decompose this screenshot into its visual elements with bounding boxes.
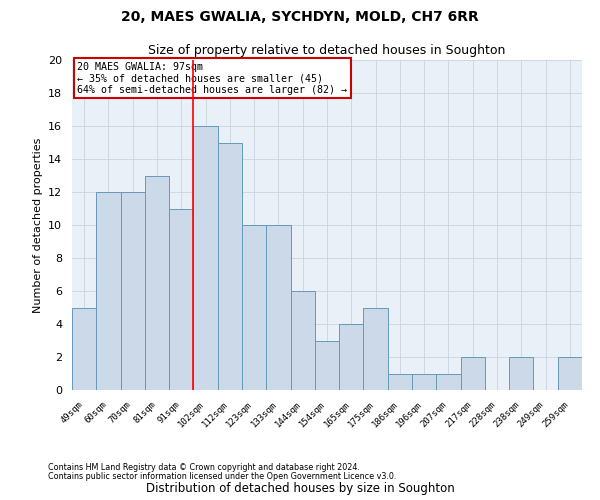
Bar xyxy=(461,357,485,390)
Text: Contains HM Land Registry data © Crown copyright and database right 2024.: Contains HM Land Registry data © Crown c… xyxy=(48,464,360,472)
Text: 20, MAES GWALIA, SYCHDYN, MOLD, CH7 6RR: 20, MAES GWALIA, SYCHDYN, MOLD, CH7 6RR xyxy=(121,10,479,24)
Bar xyxy=(412,374,436,390)
Bar xyxy=(436,374,461,390)
Bar xyxy=(96,192,121,390)
Bar xyxy=(121,192,145,390)
Text: Contains public sector information licensed under the Open Government Licence v3: Contains public sector information licen… xyxy=(48,472,397,481)
Text: 20 MAES GWALIA: 97sqm
← 35% of detached houses are smaller (45)
64% of semi-deta: 20 MAES GWALIA: 97sqm ← 35% of detached … xyxy=(77,62,347,95)
Bar xyxy=(218,142,242,390)
Bar xyxy=(266,225,290,390)
Bar xyxy=(388,374,412,390)
Bar xyxy=(169,208,193,390)
Bar xyxy=(193,126,218,390)
Bar xyxy=(509,357,533,390)
Bar xyxy=(558,357,582,390)
Bar xyxy=(315,340,339,390)
Text: Distribution of detached houses by size in Soughton: Distribution of detached houses by size … xyxy=(146,482,454,495)
Bar xyxy=(242,225,266,390)
Title: Size of property relative to detached houses in Soughton: Size of property relative to detached ho… xyxy=(148,44,506,58)
Bar xyxy=(339,324,364,390)
Bar xyxy=(72,308,96,390)
Y-axis label: Number of detached properties: Number of detached properties xyxy=(32,138,43,312)
Bar xyxy=(290,291,315,390)
Bar xyxy=(364,308,388,390)
Bar xyxy=(145,176,169,390)
